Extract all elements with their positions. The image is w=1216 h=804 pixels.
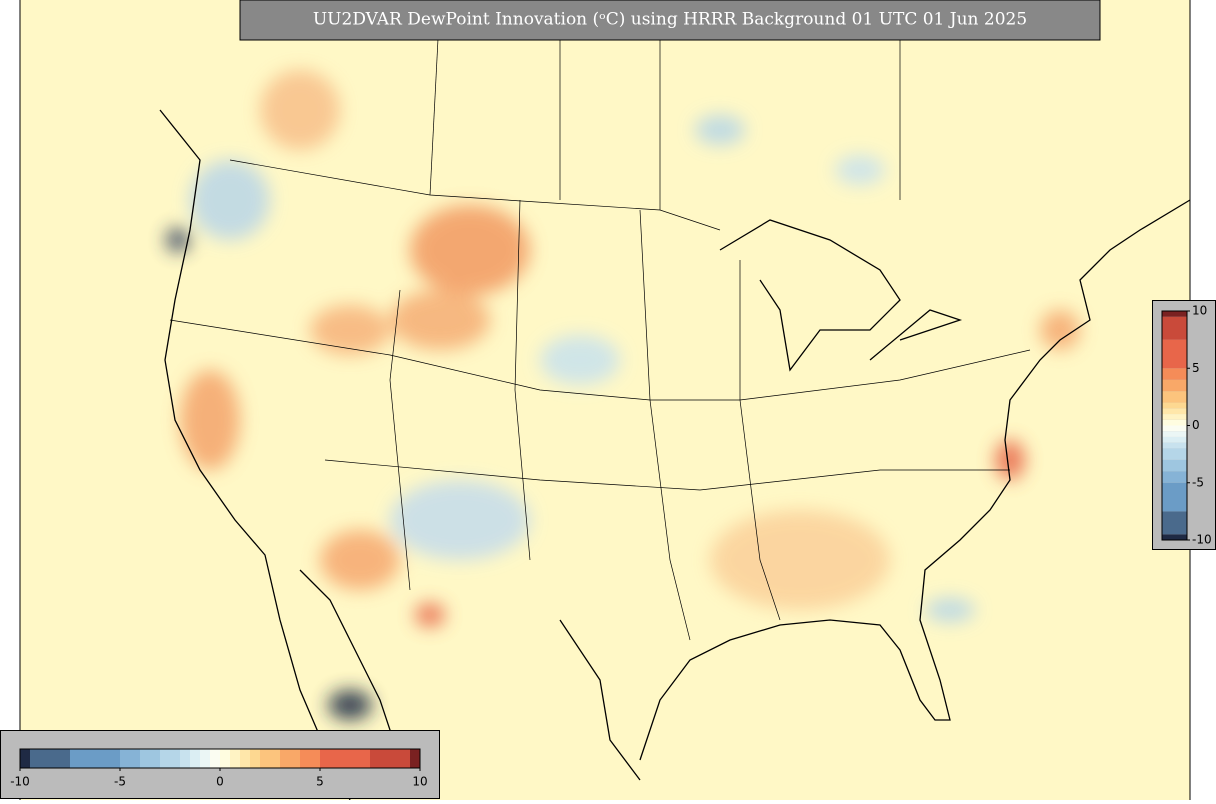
color-segment: [260, 749, 280, 768]
color-segment: [220, 749, 230, 768]
color-segment: [300, 749, 320, 768]
color-segment: [1162, 316, 1187, 340]
color-segment: [180, 749, 190, 768]
colorbar-vertical: -10 -5 0 5 10: [1161, 304, 1212, 547]
color-segment: [1162, 471, 1187, 483]
color-segment: [280, 749, 300, 768]
color-segment: [1162, 431, 1187, 437]
color-segment: [230, 749, 240, 768]
tick-label: -5: [1192, 475, 1204, 489]
innovation-patches: [166, 70, 1080, 720]
borders: [169, 0, 1031, 641]
color-segment: [1162, 311, 1187, 317]
tick-label: 0: [1192, 418, 1200, 432]
color-segment: [250, 749, 260, 768]
color-segment: [1162, 379, 1187, 392]
color-segment: [1162, 436, 1187, 443]
color-segment: [1162, 482, 1187, 512]
color-segment: [140, 749, 160, 768]
tick-label: -5: [114, 775, 126, 789]
color-segment: [210, 749, 220, 768]
color-segment: [410, 749, 420, 768]
tick-label: 0: [216, 775, 224, 789]
tick-label: -10: [1192, 533, 1212, 547]
color-segment: [240, 749, 250, 768]
color-segment: [1162, 419, 1187, 426]
title: UU2DVAR DewPoint Innovation (ᵒC) using H…: [313, 10, 1027, 30]
color-segment: [1162, 339, 1187, 369]
tick-label: -10: [10, 775, 30, 789]
tick-label: 5: [316, 775, 324, 789]
tick-label: 5: [1192, 361, 1200, 375]
tick-label: 10: [412, 775, 427, 789]
color-segment: [1162, 459, 1187, 472]
colorbar-horizontal: -10 -5 0 5 10: [10, 748, 428, 789]
color-segment: [1162, 391, 1187, 403]
title-box: [239, 0, 1101, 41]
color-segment: [70, 749, 120, 768]
color-segment: [120, 749, 140, 768]
color-segment: [1162, 448, 1187, 460]
color-segment: [320, 749, 370, 768]
color-segment: [370, 749, 410, 768]
color-segment: [20, 749, 30, 768]
color-segment: [1162, 511, 1187, 535]
color-segment: [30, 749, 70, 768]
color-segment: [1162, 425, 1187, 432]
color-segment: [190, 749, 200, 768]
color-segment: [1162, 414, 1187, 420]
color-segment: [1162, 368, 1187, 380]
color-segment: [1162, 408, 1187, 415]
color-segment: [1162, 442, 1187, 449]
color-segment: [1162, 402, 1187, 409]
color-segment: [200, 749, 210, 768]
coastlines: [159, 109, 1191, 801]
color-segment: [1162, 534, 1187, 540]
color-segment: [160, 749, 180, 768]
tick-label: 10: [1192, 304, 1207, 318]
